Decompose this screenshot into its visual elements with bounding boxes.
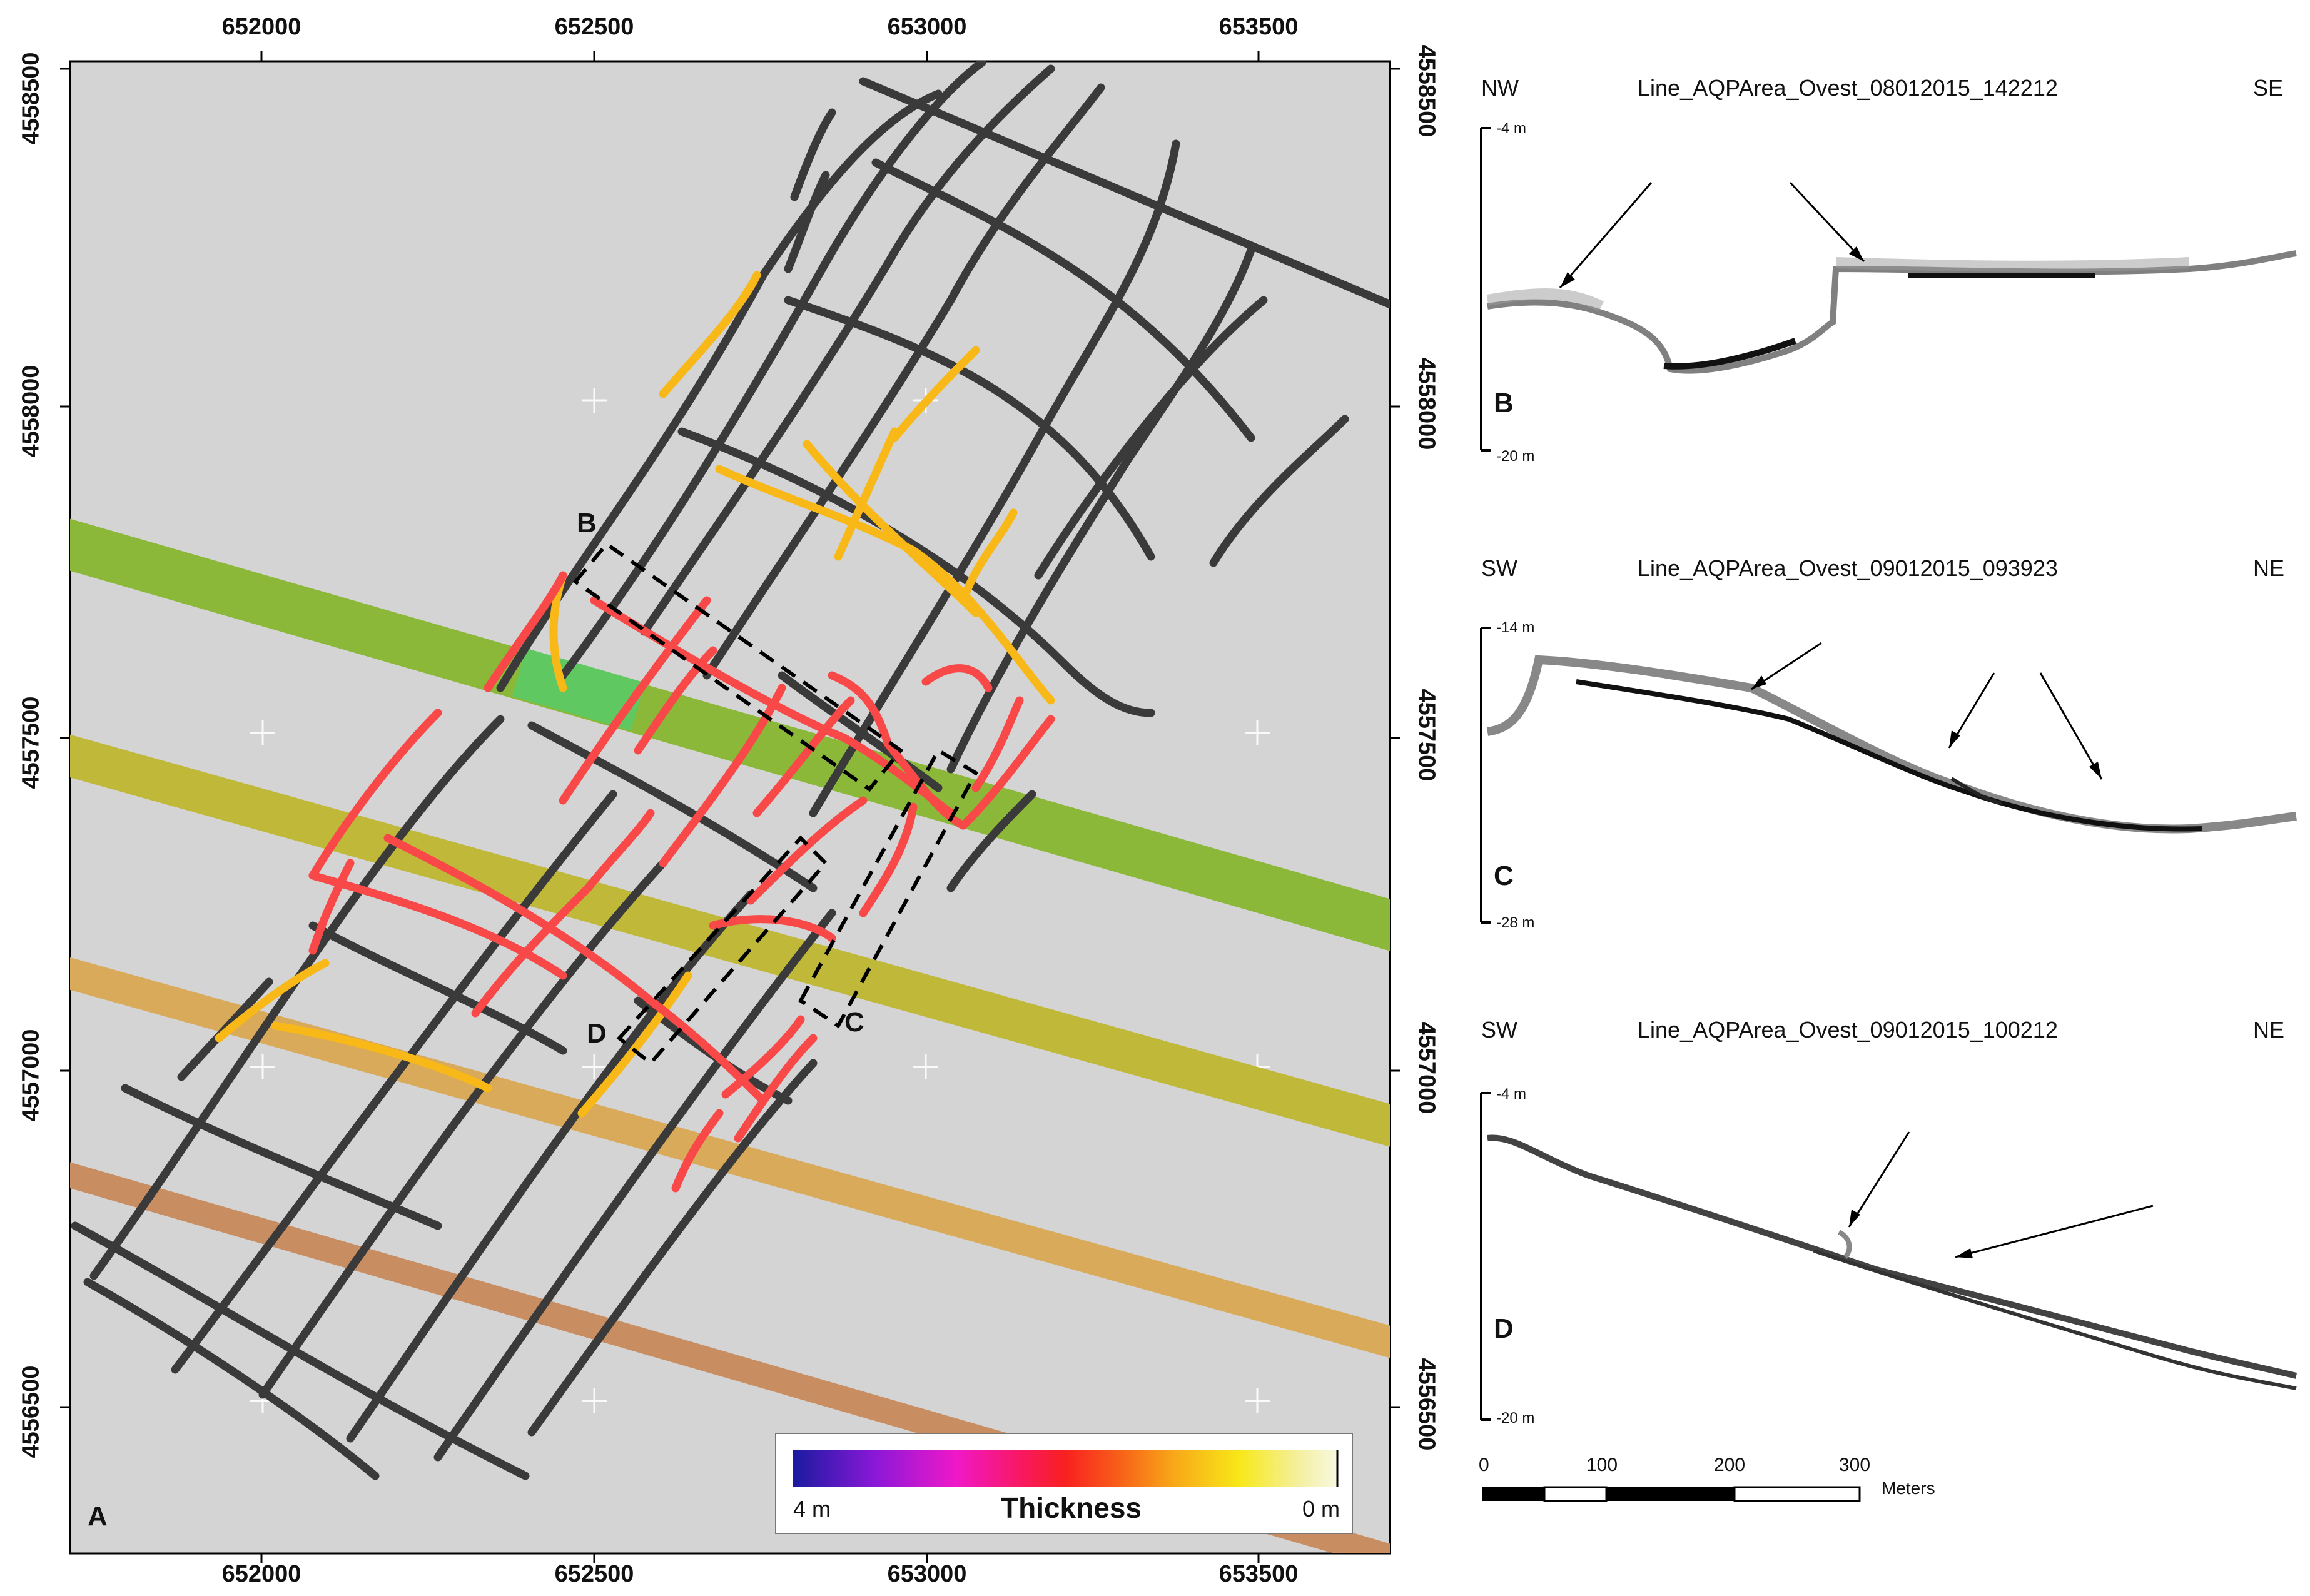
profile-c-top-depth: -14 m — [1496, 619, 1535, 636]
frame-ticks — [60, 51, 1400, 1563]
box-label-c: C — [844, 1007, 864, 1038]
tracks-nw-se — [71, 77, 1390, 1480]
profile-b-left-dir: NW — [1481, 75, 1519, 101]
panel-label-a: A — [88, 1501, 108, 1532]
x-tick-bottom-1: 652000 — [221, 1561, 301, 1587]
scale-label-200: 200 — [1714, 1455, 1746, 1475]
box-label-d: D — [587, 1018, 607, 1049]
tracks-sw-ne — [89, 61, 1349, 1462]
scale-label-300: 300 — [1839, 1455, 1871, 1475]
y-tick-right-5: 4556500 — [1413, 1358, 1440, 1451]
x-tick-top-1: 652000 — [221, 14, 301, 40]
swath-olive — [70, 734, 1390, 1147]
profile-b-top-depth: -4 m — [1496, 120, 1526, 137]
grid-crosses — [250, 388, 1270, 1413]
profile-b-image — [1480, 122, 2297, 452]
y-tick-right-1: 4558500 — [1413, 44, 1440, 138]
x-tick-bottom-3: 653000 — [887, 1561, 967, 1587]
scale-label-100: 100 — [1586, 1455, 1618, 1475]
profile-b-bottom-depth: -20 m — [1496, 448, 1535, 465]
x-tick-bottom-2: 652500 — [554, 1561, 634, 1587]
profile-c-image — [1480, 591, 2297, 924]
y-tick-left-4: 4557000 — [18, 1029, 44, 1122]
profile-d-right-dir: NE — [2253, 1017, 2285, 1043]
y-tick-right-2: 4558000 — [1413, 357, 1440, 450]
box-d — [616, 835, 829, 1066]
legend-min-label: 4 m — [793, 1496, 831, 1522]
scale-bar — [1482, 1486, 1861, 1502]
y-tick-right-3: 4557500 — [1413, 689, 1440, 782]
y-tick-left-5: 4556500 — [18, 1365, 44, 1458]
profile-c-right-dir: NE — [2253, 555, 2285, 581]
profile-b-letter: B — [1494, 388, 1514, 418]
profile-d-top-depth: -4 m — [1496, 1086, 1526, 1103]
y-tick-left-1: 4558500 — [18, 52, 44, 145]
profile-d-bottom-depth: -20 m — [1496, 1410, 1535, 1427]
profile-boxes — [572, 541, 979, 1066]
y-tick-left-3: 4557500 — [18, 696, 44, 789]
scale-unit: Meters — [1882, 1478, 1935, 1498]
profile-b-title: Line_AQPArea_Ovest_08012015_142212 — [1638, 75, 2058, 101]
swath-bright-patch — [512, 648, 646, 731]
x-tick-top-4: 653500 — [1218, 14, 1299, 40]
profile-d-image — [1480, 1054, 2297, 1421]
profile-d-left-dir: SW — [1481, 1017, 1517, 1043]
box-b — [572, 541, 904, 792]
box-label-b: B — [577, 508, 597, 538]
y-tick-left-2: 4558000 — [18, 365, 44, 458]
x-tick-top-3: 653000 — [887, 14, 967, 40]
y-tick-right-4: 4557000 — [1413, 1021, 1440, 1114]
box-c — [798, 747, 979, 1029]
legend-title: Thickness — [1001, 1492, 1142, 1524]
x-tick-top-2: 652500 — [554, 14, 634, 40]
profile-d-letter: D — [1494, 1313, 1514, 1344]
legend-max-label: 0 m — [1302, 1496, 1340, 1522]
profile-c-letter: C — [1494, 861, 1514, 891]
legend-colorbar — [793, 1450, 1337, 1487]
swath-green — [70, 518, 1390, 951]
profile-c-bottom-depth: -28 m — [1496, 914, 1535, 931]
profile-c-title: Line_AQPArea_Ovest_09012015_093923 — [1638, 555, 2058, 581]
profile-b-right-dir: SE — [2253, 75, 2284, 101]
profile-d-title: Line_AQPArea_Ovest_09012015_100212 — [1638, 1017, 2058, 1043]
profile-c-left-dir: SW — [1481, 555, 1517, 581]
x-tick-bottom-4: 653500 — [1218, 1561, 1299, 1587]
scale-label-0: 0 — [1479, 1455, 1489, 1475]
